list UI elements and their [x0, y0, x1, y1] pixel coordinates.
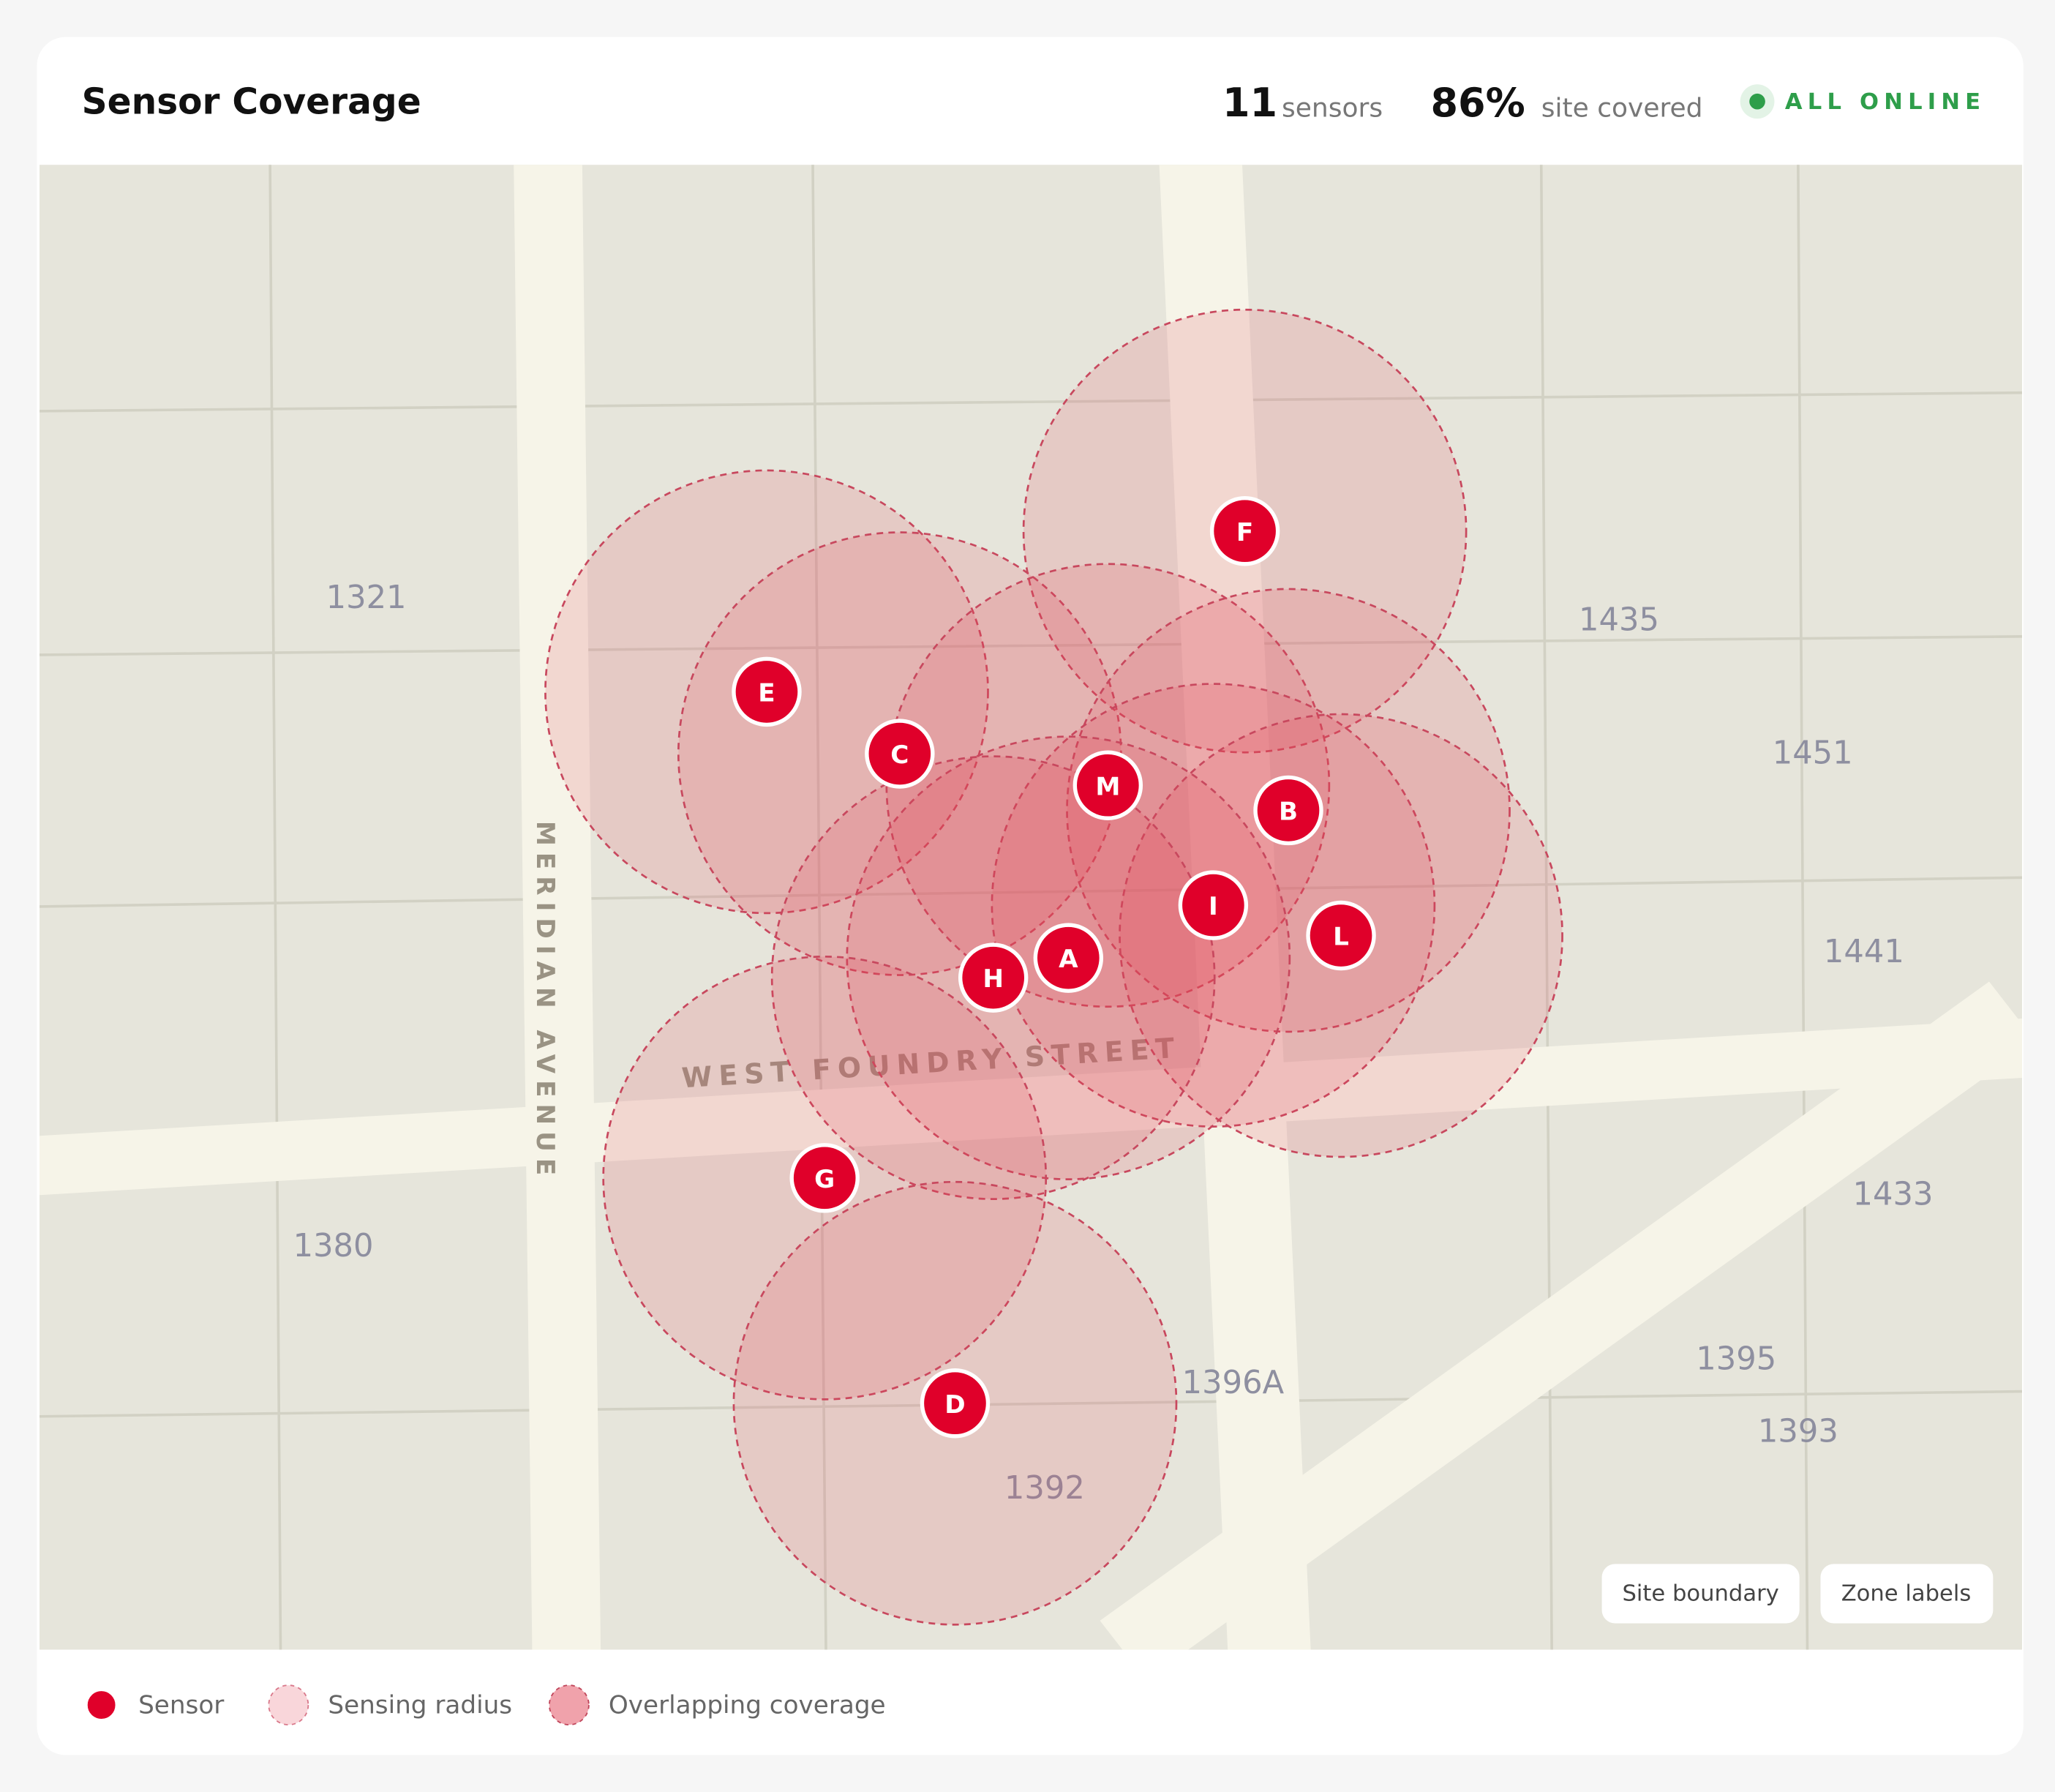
legend-sensor-icon	[83, 1687, 119, 1723]
sensor-label: A	[1059, 945, 1078, 974]
sensor-label: G	[814, 1165, 835, 1194]
sensor-label: L	[1333, 923, 1349, 952]
lot-label: 1396A	[1182, 1365, 1285, 1401]
lot-label: 1380	[293, 1228, 374, 1264]
stat-value: 11	[1222, 80, 1277, 126]
sensor-marker	[1033, 923, 1104, 993]
sensor: B	[1253, 775, 1323, 846]
sensor-marker	[1178, 870, 1249, 940]
sensor: D	[920, 1368, 991, 1439]
legend-label: Sensor	[138, 1690, 225, 1720]
status-dot	[1749, 93, 1765, 110]
sensor-marker	[789, 1143, 860, 1213]
sensor-marker	[1209, 496, 1280, 566]
sensor: I	[1178, 870, 1249, 940]
sensor: L	[1306, 900, 1376, 971]
map-bg	[40, 165, 2022, 1650]
lot-label: 1441	[1824, 934, 1904, 970]
sensor: H	[958, 942, 1029, 1013]
sensor-marker	[732, 656, 802, 727]
sensor: A	[1033, 923, 1104, 993]
legend-label: Overlapping coverage	[609, 1690, 886, 1720]
sensor: F	[1209, 496, 1280, 566]
button-label[interactable]: Zone labels	[1841, 1581, 1972, 1606]
sensor: G	[789, 1143, 860, 1213]
lot-lines	[40, 165, 2022, 1650]
button-label[interactable]: Site boundary	[1622, 1581, 1778, 1606]
roads	[40, 165, 2022, 1650]
sensor: E	[732, 656, 802, 727]
sensor-marker	[865, 719, 935, 789]
stat-value: 86%	[1430, 80, 1525, 126]
lot-label: 1392	[1004, 1470, 1085, 1507]
sensor-label: B	[1279, 798, 1298, 827]
stat-label: site covered	[1541, 94, 1703, 124]
lot-label: 1435	[1579, 601, 1659, 638]
legend-overlap-icon	[548, 1684, 590, 1726]
legend-radius-icon	[268, 1684, 309, 1726]
lot-label: 1321	[326, 580, 407, 616]
sensor-marker	[1306, 900, 1376, 971]
lot-label: 1433	[1853, 1177, 1934, 1213]
sensor-marker	[920, 1368, 991, 1439]
zone-labels-button[interactable]	[1820, 1564, 1994, 1624]
sensor-marker	[1253, 775, 1323, 846]
title: Sensor Coverage	[82, 81, 421, 122]
sensor-marker	[1072, 750, 1143, 820]
lot-label: 1393	[1758, 1414, 1838, 1450]
sensor-label: E	[758, 679, 775, 708]
sensor-label: F	[1236, 518, 1253, 547]
site-boundary-button[interactable]	[1601, 1564, 1800, 1624]
map: 1321 1435 1451 1441 1433 1380 1396A 1395 1393 139…	[40, 165, 2022, 1650]
sensor-label: I	[1209, 892, 1218, 921]
lot-label: 1451	[1773, 735, 1853, 771]
sensor-label: H	[983, 964, 1004, 994]
sensor-label: D	[944, 1390, 965, 1420]
stat-label: sensors	[1282, 94, 1383, 124]
lot-label: 1395	[1696, 1341, 1776, 1378]
street-label: MERIDIAN AVENUE	[530, 821, 560, 1182]
sensor-label: C	[890, 741, 909, 770]
status: ALL ONLINE	[1785, 89, 1986, 115]
sensor: C	[865, 719, 935, 789]
sensor-marker	[958, 942, 1029, 1013]
sensor: M	[1072, 750, 1143, 820]
sensor-label: M	[1095, 772, 1120, 801]
legend-label: Sensing radius	[328, 1690, 512, 1720]
